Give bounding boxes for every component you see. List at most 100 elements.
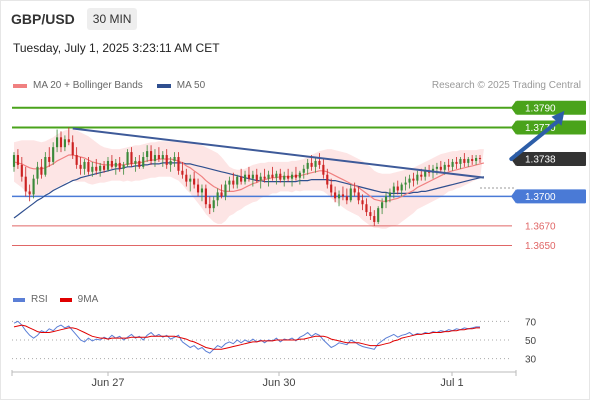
candle-body: [251, 174, 254, 179]
candle-body: [447, 164, 450, 167]
candle-body: [283, 175, 286, 180]
rsi-tick-30: 30: [525, 355, 537, 366]
candle-body: [408, 178, 411, 183]
legend-label-9ma: 9MA: [77, 294, 99, 305]
candle-body: [130, 152, 133, 164]
candle-body: [353, 188, 356, 193]
timestamp: Tuesday, July 1, 2025 3:23:11 AM CET: [13, 41, 220, 55]
candle-body: [384, 196, 388, 203]
candle-body: [294, 174, 298, 178]
price-tag-pointer: [511, 120, 516, 135]
candle-body: [181, 170, 184, 175]
x-tick-label: Jun 30: [262, 377, 295, 389]
candle-body: [157, 155, 160, 159]
ma9-swatch: [59, 297, 72, 302]
candle-body: [122, 164, 125, 169]
downtrend-line: [72, 127, 485, 179]
candle-body: [134, 160, 137, 164]
legend-item-9ma: 9MA: [59, 294, 99, 305]
price-legend: MA 20 + Bollinger Bands MA 50: [13, 80, 219, 91]
legend-item-ma20: MA 20 + Bollinger Bands: [13, 80, 143, 91]
symbol-title: GBP/USD: [11, 11, 75, 27]
candle-body: [279, 173, 282, 180]
candle-body: [330, 184, 333, 193]
price-label-1.3738: 1.3738: [525, 154, 556, 165]
candle-body: [16, 155, 19, 165]
price-tag-1.3650: 1.3650: [525, 241, 556, 252]
candle-body: [95, 166, 98, 171]
projection-arrow-shaft: [509, 118, 561, 161]
candle-body: [75, 155, 78, 165]
candle-body: [208, 204, 211, 209]
candle-body: [322, 164, 325, 175]
candle-body: [459, 158, 462, 164]
candle-body: [220, 192, 223, 197]
candle-body: [420, 174, 423, 177]
candle-body: [204, 188, 207, 205]
candles-group: [12, 127, 482, 226]
candle-body: [388, 192, 392, 197]
candle-body: [439, 166, 442, 170]
candle-body: [48, 157, 51, 162]
candle-body: [267, 174, 270, 179]
candle-body: [326, 174, 329, 185]
candle-body: [451, 161, 454, 167]
candle-body: [236, 176, 239, 185]
candle-body: [334, 192, 337, 199]
candle-body: [416, 174, 419, 181]
candle-body: [365, 204, 368, 213]
candle-body: [467, 158, 470, 163]
price-tag-bg: [516, 151, 586, 166]
candle-body: [302, 168, 305, 173]
candle-body: [24, 176, 27, 192]
candle-body: [357, 192, 360, 201]
candle-body: [79, 164, 82, 169]
price-tag-1.3670: 1.3670: [525, 221, 556, 232]
candle-body: [287, 175, 290, 179]
timeframe-badge[interactable]: 30 MIN: [86, 8, 138, 30]
ma20-swatch: [13, 83, 27, 88]
candle-body: [55, 137, 59, 148]
candle-body: [83, 161, 86, 169]
candle-body: [36, 166, 39, 179]
price-tag-bg: [516, 100, 586, 115]
candle-body: [392, 186, 395, 193]
rsi-tick-70: 70: [525, 317, 537, 328]
copyright-notice: Research © 2025 Trading Central: [431, 80, 581, 91]
candle-body: [255, 174, 258, 181]
candle-body: [424, 170, 427, 177]
candle-body: [71, 142, 74, 156]
ma20-line: [13, 154, 485, 202]
candle-body: [102, 165, 106, 170]
candle-body: [177, 157, 180, 171]
rsi-swatch: [13, 297, 25, 302]
candle-body: [87, 161, 90, 172]
candle-body: [169, 160, 172, 165]
candle-body: [400, 184, 403, 191]
candle-body: [165, 155, 168, 165]
price-tag-1.3790: 1.3790: [511, 100, 586, 115]
candle-body: [314, 160, 317, 167]
legend-item-ma50: MA 50: [156, 80, 206, 91]
price-label-1.3670: 1.3670: [525, 221, 556, 232]
rsi-series-rsi: [13, 320, 480, 354]
rsi-legend: RSI 9MA: [13, 294, 110, 305]
candle-body: [146, 151, 149, 158]
candle-body: [114, 162, 117, 167]
candle-body: [99, 165, 102, 171]
candle-body: [67, 139, 70, 143]
candle-body: [341, 194, 345, 197]
candle-body: [471, 158, 474, 161]
price-label-1.3700: 1.3700: [525, 192, 556, 203]
candle-body: [404, 182, 407, 185]
legend-label-ma50: MA 50: [176, 80, 206, 91]
candle-body: [275, 173, 278, 178]
legend-item-rsi: RSI: [13, 294, 48, 305]
candle-body: [228, 180, 231, 185]
candle-body: [59, 137, 63, 148]
rsi-tick-50: 50: [525, 336, 537, 347]
price-tag-pointer: [511, 100, 516, 115]
candle-body: [153, 155, 157, 161]
x-tick-label: Jun 27: [91, 377, 124, 389]
candle-body: [455, 161, 458, 164]
